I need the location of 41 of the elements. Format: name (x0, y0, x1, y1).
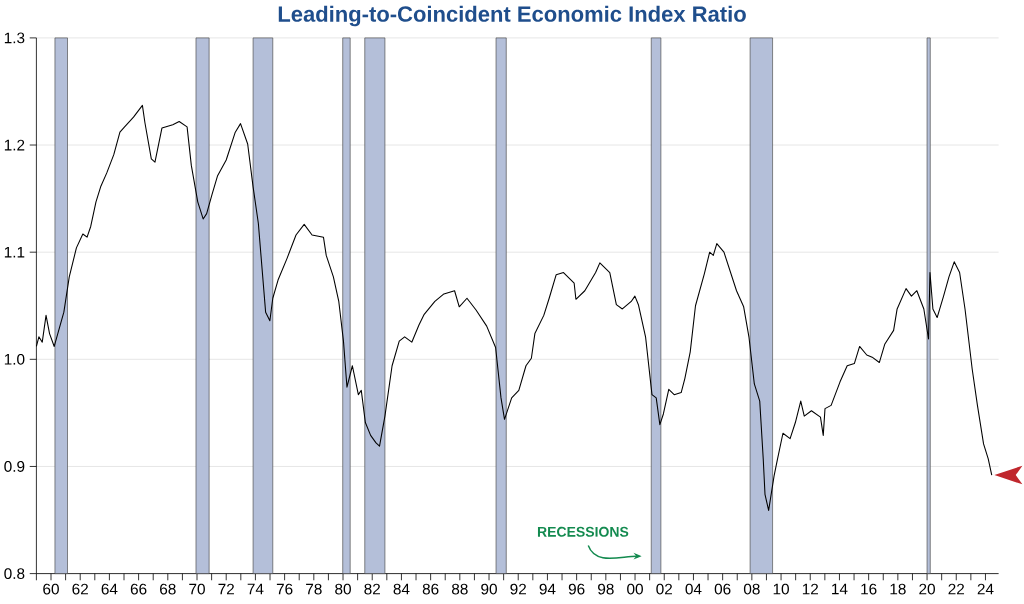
x-tick-label: 62 (72, 583, 88, 595)
x-tick-label: 98 (598, 583, 614, 595)
y-tick-label: 1.1 (4, 246, 25, 258)
x-tick-label: 66 (130, 583, 147, 595)
x-tick-label: 78 (306, 583, 322, 595)
x-tick-label: 80 (335, 583, 351, 595)
x-tick-label: 24 (977, 583, 994, 595)
x-tick-label: 72 (218, 583, 234, 595)
x-tick-label: 82 (364, 583, 380, 595)
x-tick-label: 06 (714, 583, 731, 595)
x-tick-label: 76 (276, 583, 293, 595)
x-tick-label: 86 (422, 583, 439, 595)
x-tick-label: 92 (510, 583, 526, 595)
x-tick-label: 10 (773, 583, 789, 595)
x-tick-label: 64 (101, 583, 118, 595)
x-tick-label: 90 (481, 583, 497, 595)
y-tick-label: 1.3 (4, 32, 25, 44)
x-tick-label: 74 (247, 583, 264, 595)
x-tick-label: 16 (861, 583, 877, 595)
x-tick-label: 00 (627, 583, 643, 595)
x-tick-label: 84 (393, 583, 410, 595)
chart-title: Leading-to-Coincident Economic Index Ratio (278, 5, 746, 27)
x-tick-label: 02 (656, 583, 672, 595)
y-tick-label: 0.9 (4, 461, 25, 472)
x-tick-label: 22 (948, 583, 965, 595)
x-tick-label: 88 (451, 583, 468, 595)
annotation: RECESSIONS (537, 526, 629, 537)
x-tick-label: 04 (685, 583, 702, 595)
x-tick-label: 70 (189, 583, 205, 595)
x-tick-label: 08 (743, 583, 760, 595)
x-tick-label: 12 (802, 583, 819, 595)
x-tick-label: 94 (539, 583, 556, 595)
y-tick-label: 1.0 (4, 353, 25, 365)
x-tick-label: 96 (568, 583, 585, 595)
y-tick-label: 0.8 (4, 568, 25, 580)
x-tick-label: 68 (160, 583, 176, 595)
x-tick-label: 60 (43, 583, 59, 595)
x-tick-label: 18 (890, 583, 906, 595)
x-tick-label: 20 (919, 583, 935, 595)
y-tick-label: 1.2 (4, 139, 25, 151)
x-tick-label: 14 (832, 583, 848, 595)
